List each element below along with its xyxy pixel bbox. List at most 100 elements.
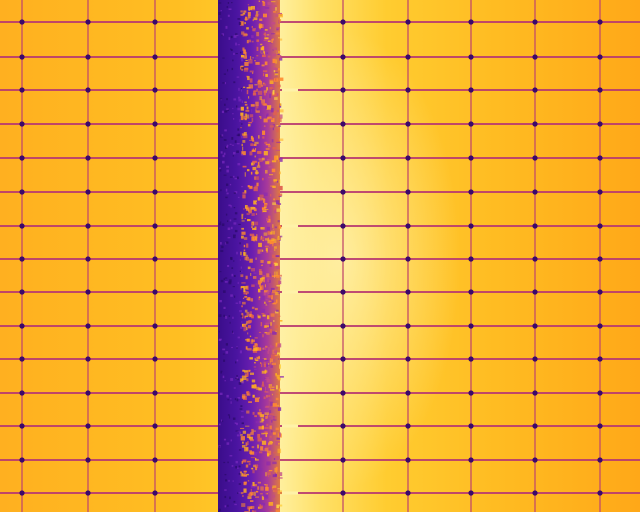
speckle (278, 242, 280, 246)
speckle (240, 57, 244, 60)
speckle (241, 69, 243, 71)
speckle (241, 503, 246, 507)
speckle (267, 40, 271, 42)
speckle (260, 227, 265, 230)
speckle (260, 251, 263, 255)
speckle (249, 139, 254, 141)
speckle (244, 315, 247, 317)
speckle (260, 446, 264, 451)
speckle (270, 108, 274, 113)
speckle (271, 238, 275, 241)
speckle (240, 436, 245, 441)
speckle (264, 61, 268, 66)
speckle (276, 180, 279, 183)
speckle (262, 239, 265, 242)
speckle (222, 375, 225, 379)
speckle (265, 70, 267, 73)
speckle (237, 44, 240, 46)
speckle (270, 313, 275, 317)
speckle (241, 143, 243, 147)
speckle (257, 249, 262, 254)
speckle (251, 9, 256, 11)
speckle (218, 2, 222, 4)
speckle (279, 103, 282, 107)
speckle (240, 136, 244, 139)
speckle (242, 297, 245, 299)
grid-node (85, 457, 91, 463)
speckle (230, 257, 233, 261)
speckle (247, 266, 251, 270)
speckle (263, 201, 265, 206)
speckle (259, 409, 261, 412)
speckle (272, 494, 276, 498)
speckle (266, 273, 270, 278)
speckle (255, 359, 260, 362)
speckle (259, 271, 263, 275)
speckle (254, 141, 259, 145)
speckle (275, 59, 278, 64)
speckle (241, 321, 243, 323)
speckle (269, 125, 275, 128)
speckle (250, 298, 254, 302)
speckle (247, 460, 251, 463)
speckle (261, 495, 264, 500)
speckle (263, 291, 267, 296)
speckle (276, 208, 281, 212)
speckle (236, 251, 238, 255)
speckle (220, 10, 222, 12)
grid-node (468, 54, 474, 60)
grid-node (597, 323, 603, 329)
speckle (234, 398, 236, 401)
speckle (225, 241, 229, 244)
grid-node (405, 490, 411, 496)
speckle (256, 356, 261, 360)
speckle (240, 405, 243, 408)
grid-node (405, 54, 411, 60)
speckle (266, 87, 269, 91)
speckle (262, 358, 264, 360)
grid-node (468, 189, 474, 195)
speckle (246, 393, 251, 396)
speckle (257, 81, 262, 84)
grid-node (405, 390, 411, 396)
speckle (245, 322, 248, 326)
speckle (277, 30, 280, 32)
speckle (235, 302, 239, 304)
speckle (246, 169, 250, 172)
speckle (253, 272, 257, 275)
speckle (272, 185, 276, 188)
speckle (225, 146, 227, 150)
speckle (231, 36, 233, 38)
speckle (262, 70, 268, 73)
speckle (273, 47, 278, 51)
speckle (273, 302, 277, 305)
speckle (258, 158, 262, 160)
speckle (264, 37, 269, 40)
speckle (223, 438, 227, 441)
speckle (270, 300, 274, 303)
speckle (264, 7, 270, 9)
speckle (271, 289, 276, 293)
speckle (269, 93, 272, 99)
speckle (275, 291, 279, 296)
speckle (232, 59, 234, 62)
speckle (273, 457, 276, 461)
speckle (229, 279, 232, 283)
speckle (246, 213, 250, 215)
speckle (249, 439, 254, 442)
speckle (227, 399, 230, 401)
speckle (243, 244, 246, 248)
speckle (269, 298, 271, 300)
speckle (249, 56, 252, 60)
speckle (254, 397, 260, 403)
speckle (240, 491, 244, 495)
speckle (275, 373, 277, 377)
speckle (272, 87, 274, 92)
speckle (262, 3, 266, 5)
speckle (246, 39, 249, 44)
grid-node (597, 54, 603, 60)
grid-node (532, 289, 538, 295)
speckle (235, 377, 237, 380)
speckle (226, 192, 229, 195)
speckle (241, 444, 246, 448)
